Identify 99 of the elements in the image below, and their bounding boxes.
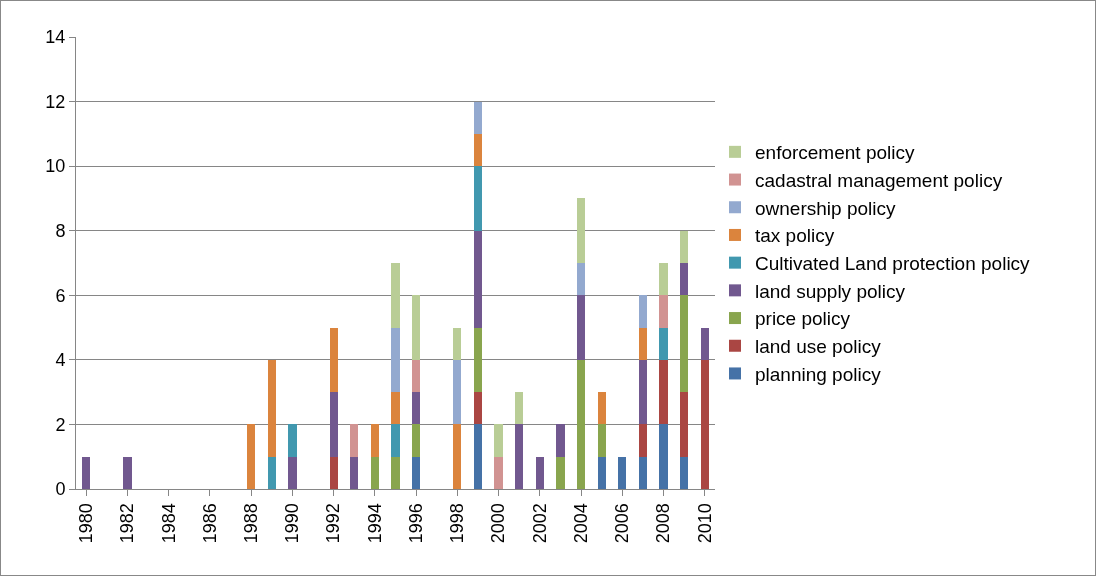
bar (411, 359, 421, 393)
bar (370, 456, 380, 489)
bar (515, 424, 524, 489)
legend-label: Cultivated Land protection policy (755, 253, 1031, 275)
bar (679, 263, 689, 296)
bar (659, 359, 668, 425)
bar (494, 456, 503, 489)
bar (638, 359, 647, 425)
bar (453, 359, 462, 425)
bar (267, 456, 276, 489)
x-tick-label: 2010 (694, 503, 715, 544)
x-tick-label: 1980 (76, 503, 97, 544)
bar (411, 295, 421, 360)
bar (659, 327, 668, 360)
bar (329, 392, 338, 457)
bar (473, 392, 483, 425)
bar (679, 392, 689, 457)
bar (535, 456, 544, 489)
y-tick-label: 10 (45, 156, 66, 177)
bar (267, 359, 276, 457)
bar (576, 359, 586, 489)
bar (473, 101, 483, 134)
x-tick-label: 1984 (158, 503, 179, 544)
bar (638, 295, 647, 328)
legend-label: tax policy (755, 225, 835, 247)
legend-label: land supply policy (755, 280, 906, 302)
x-tick-label: 2008 (653, 503, 674, 544)
x-tick-label: 2004 (570, 503, 591, 544)
x-tick-label: 1998 (447, 503, 468, 544)
legend-label: enforcement policy (755, 142, 915, 164)
y-tick-label: 0 (55, 479, 66, 500)
x-tick-label: 2002 (529, 503, 550, 544)
bar (473, 230, 483, 328)
bar (391, 456, 400, 489)
bar (473, 424, 483, 489)
bar (638, 456, 647, 489)
x-tick-label: 2000 (488, 503, 509, 544)
bar (123, 456, 132, 489)
bar (370, 424, 380, 457)
x-tick-label: 1992 (323, 503, 344, 544)
legend-label: land use policy (755, 336, 882, 358)
y-tick-label: 8 (55, 221, 66, 242)
bar (679, 295, 689, 393)
bar (473, 133, 483, 167)
x-tick-label: 2006 (612, 503, 633, 544)
y-tick-label: 6 (55, 285, 66, 306)
bar (576, 198, 586, 263)
bar (597, 424, 606, 457)
bar (494, 424, 503, 457)
bar (473, 166, 483, 231)
bar (473, 327, 483, 393)
y-tick-label: 14 (45, 27, 66, 48)
y-tick-label: 2 (55, 414, 66, 435)
x-tick-label: 1996 (405, 503, 426, 544)
bar (597, 392, 606, 425)
bar (411, 424, 421, 457)
bar (618, 456, 627, 489)
bar (556, 424, 565, 457)
bar (391, 424, 400, 457)
y-tick-label: 4 (55, 350, 66, 371)
x-tick-label: 1982 (117, 503, 138, 544)
bar (659, 263, 668, 296)
x-tick-label: 1988 (241, 503, 262, 544)
bar (329, 456, 338, 489)
bar (350, 456, 359, 489)
bar (659, 295, 668, 328)
bar (411, 456, 421, 489)
bar (679, 230, 689, 263)
x-tick-label: 1990 (282, 503, 303, 544)
legend-label: planning policy (755, 363, 882, 385)
bar (391, 327, 400, 393)
legend-label: cadastral management policy (755, 169, 1003, 191)
bar (411, 392, 421, 425)
bar (453, 424, 462, 489)
bar (288, 456, 297, 489)
x-tick-label: 1986 (199, 503, 220, 544)
bar (638, 327, 647, 360)
bar (576, 295, 586, 360)
bar (391, 263, 400, 328)
bar (597, 456, 606, 489)
bar (515, 392, 524, 425)
bar (350, 424, 359, 457)
bar (659, 424, 668, 489)
x-tick-label: 1994 (364, 503, 385, 544)
legend-label: price policy (755, 308, 851, 330)
bar (288, 424, 297, 457)
bar (700, 359, 709, 489)
bar (453, 327, 462, 360)
bar (329, 327, 338, 393)
bar (391, 392, 400, 425)
y-tick-label: 12 (45, 91, 66, 112)
bar (700, 327, 709, 360)
bar (247, 424, 256, 489)
bar (556, 456, 565, 489)
legend-label: ownership policy (755, 197, 896, 219)
bar (638, 424, 647, 457)
bar (576, 263, 586, 296)
bar (82, 456, 91, 489)
bar (679, 456, 689, 489)
